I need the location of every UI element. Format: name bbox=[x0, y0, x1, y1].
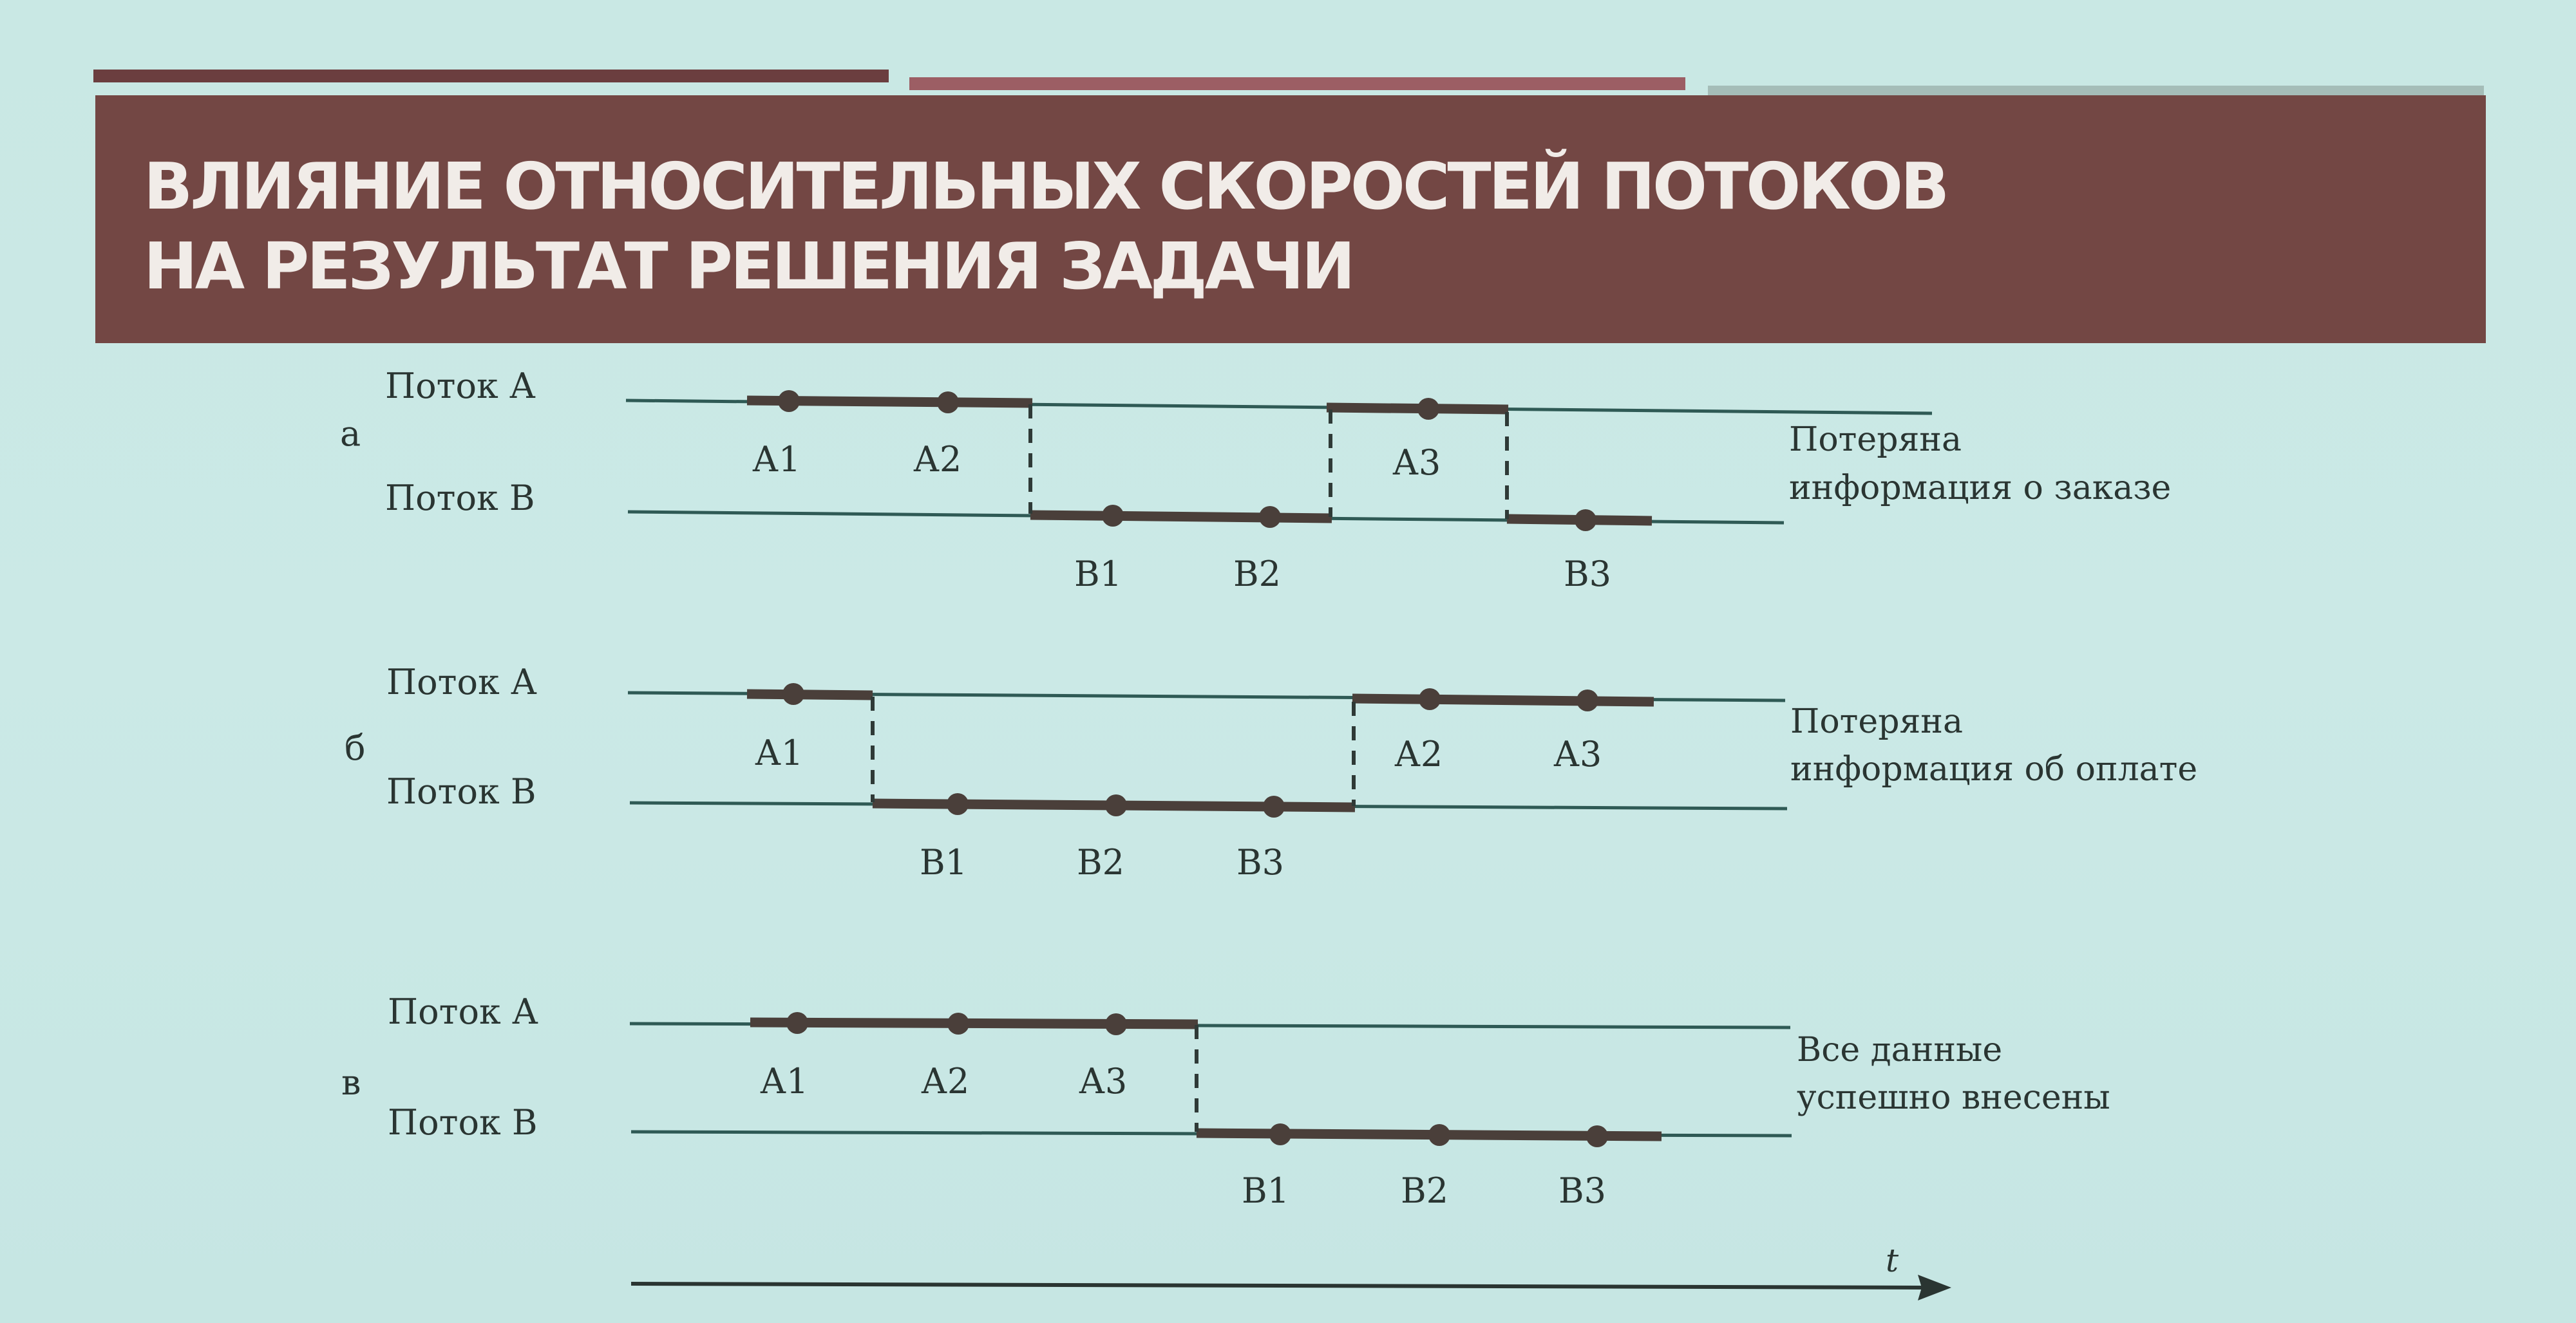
diagram-c-stream-a-label: Поток А bbox=[388, 991, 538, 1032]
diagram-c-stream-b-label: Поток В bbox=[388, 1102, 538, 1143]
diagram-a-letter: а bbox=[340, 413, 361, 454]
diagram-a-note-line1: Потеряна bbox=[1789, 420, 1962, 459]
diagram-a-note-line2: информация о заказе bbox=[1789, 469, 2171, 507]
title-band: Влияние относительных скоростей потоков … bbox=[95, 95, 2486, 343]
diagram-c-label-a2: А2 bbox=[921, 1061, 969, 1102]
diagram-b-stream-a-active-2 bbox=[1352, 693, 1654, 707]
diagram-c-point-b3 bbox=[1586, 1125, 1608, 1147]
diagram-b-label-a1: А1 bbox=[755, 733, 803, 773]
diagram-b-point-b3 bbox=[1263, 796, 1285, 818]
slide-title: Влияние относительных скоростей потоков … bbox=[144, 147, 1949, 306]
diagram-b-label-b3: В3 bbox=[1236, 842, 1284, 883]
slide-title-line2: на результат решения задачи bbox=[144, 229, 1356, 304]
decor-bar-middle bbox=[909, 77, 1685, 90]
diagram-b-label-b1: В1 bbox=[920, 842, 967, 883]
diagram-c-stream-a-active-1 bbox=[750, 1017, 1198, 1029]
diagram-c-note-line2: успешно внесены bbox=[1797, 1078, 2110, 1117]
diagram-a: Поток А Поток В а А1 А2 А3 В1 В2 В3 Поте… bbox=[340, 366, 2171, 594]
diagram-b-label-a2: А2 bbox=[1394, 734, 1443, 774]
diagram-b-label-a3: А3 bbox=[1553, 734, 1602, 774]
diagram-a-label-b2: В2 bbox=[1233, 554, 1281, 594]
diagram-b-note-line2: информация об оплате bbox=[1790, 750, 2197, 789]
diagram-b-point-a2 bbox=[1419, 688, 1441, 710]
diagram-c-label-b3: В3 bbox=[1558, 1170, 1606, 1211]
diagram-c-label-a1: А1 bbox=[760, 1061, 808, 1102]
diagram-c-label-a3: А3 bbox=[1079, 1061, 1127, 1102]
diagram-a-label-a2: А2 bbox=[913, 439, 961, 480]
diagram-b-stream-b-label: Поток В bbox=[386, 771, 536, 812]
diagram-c-point-a3 bbox=[1105, 1013, 1127, 1035]
diagram-b-stream-a-active-1 bbox=[746, 689, 873, 700]
time-axis: t bbox=[630, 1242, 1951, 1300]
diagram-c-note-line1: Все данные bbox=[1797, 1031, 2002, 1069]
diagram-a-point-a1 bbox=[778, 390, 800, 412]
diagram-c-point-a2 bbox=[947, 1013, 969, 1035]
time-axis-line bbox=[630, 1282, 1926, 1290]
diagram-a-stream-b-active-1 bbox=[1030, 510, 1332, 523]
diagram-b-point-b2 bbox=[1105, 794, 1127, 816]
diagram-b-letter: б bbox=[345, 727, 366, 768]
diagram-a-stream-a-label: Поток А bbox=[385, 366, 536, 406]
diagram-b-point-a3 bbox=[1577, 690, 1598, 711]
diagram-a-point-b1 bbox=[1102, 505, 1124, 527]
diagram-a-point-b3 bbox=[1575, 509, 1596, 531]
diagram-b-point-b1 bbox=[947, 793, 969, 815]
diagram-b: Поток А Поток В б А1 А2 А3 В1 В2 В3 Поте… bbox=[345, 662, 2197, 883]
diagram-a-stream-a-active-2 bbox=[1326, 402, 1509, 415]
diagram-c-point-a1 bbox=[786, 1012, 808, 1034]
diagram-c-point-b1 bbox=[1269, 1123, 1291, 1145]
diagram-c-letter: в bbox=[341, 1062, 361, 1103]
diagram-a-point-b2 bbox=[1259, 506, 1281, 528]
diagram-a-label-a1: А1 bbox=[752, 439, 800, 480]
decor-bar-left bbox=[93, 70, 889, 82]
diagram-a-label-a3: А3 bbox=[1392, 442, 1441, 483]
diagram-c-point-b2 bbox=[1428, 1124, 1450, 1146]
slide-title-line1: Влияние относительных скоростей потоков bbox=[144, 149, 1949, 224]
diagram-c-label-b2: В2 bbox=[1401, 1170, 1448, 1211]
diagram-b-stream-a-label: Поток А bbox=[386, 662, 537, 702]
time-axis-label: t bbox=[1886, 1242, 1899, 1279]
diagram-a-label-b3: В3 bbox=[1564, 554, 1611, 594]
diagram-a-label-b1: В1 bbox=[1074, 554, 1122, 594]
diagram-c: Поток А Поток В в А1 А2 А3 В1 В2 В3 Все … bbox=[341, 991, 2110, 1211]
diagram-b-point-a1 bbox=[782, 683, 804, 705]
time-axis-arrow-icon bbox=[1918, 1275, 1951, 1300]
diagram-a-stream-b-label: Поток В bbox=[385, 478, 535, 518]
diagram-a-point-a2 bbox=[937, 391, 959, 413]
diagram-c-label-b1: В1 bbox=[1242, 1170, 1289, 1211]
diagram-b-note-line1: Потеряна bbox=[1790, 702, 1963, 741]
diagram-a-point-a3 bbox=[1417, 398, 1439, 420]
diagram-b-label-b2: В2 bbox=[1077, 842, 1124, 883]
